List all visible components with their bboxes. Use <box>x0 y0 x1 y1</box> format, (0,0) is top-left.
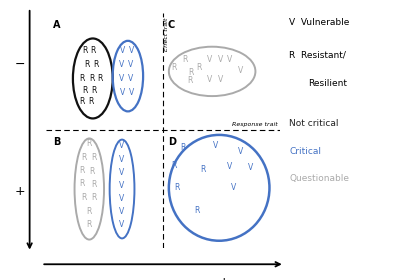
Text: R: R <box>80 179 85 188</box>
Text: R: R <box>84 60 90 69</box>
Text: V: V <box>128 74 133 83</box>
Text: R: R <box>82 46 87 55</box>
Text: D: D <box>168 137 176 147</box>
Text: V: V <box>213 141 218 150</box>
Text: Functional diversity based on effect traits: Functional diversity based on effect tra… <box>0 43 1 218</box>
Text: R: R <box>174 183 180 192</box>
Text: R: R <box>88 97 93 106</box>
Text: V: V <box>129 46 134 55</box>
Text: R: R <box>200 165 206 174</box>
Text: V: V <box>248 163 253 172</box>
Text: −: − <box>97 276 108 280</box>
Text: V: V <box>120 46 125 55</box>
Text: V: V <box>227 162 232 171</box>
Text: R: R <box>82 86 87 95</box>
Text: V: V <box>227 55 232 64</box>
Text: V: V <box>119 74 124 83</box>
Text: V: V <box>238 66 243 75</box>
Text: Effect trait: Effect trait <box>164 17 169 51</box>
Text: V: V <box>119 60 124 69</box>
Text: R: R <box>180 143 186 152</box>
Text: V  Vulnerable: V Vulnerable <box>290 18 350 27</box>
Text: R: R <box>90 46 96 55</box>
Text: B: B <box>53 137 60 147</box>
Text: R  Resistant/: R Resistant/ <box>290 51 346 60</box>
Text: R: R <box>91 193 97 202</box>
Text: R: R <box>194 206 200 215</box>
Text: V: V <box>120 168 125 177</box>
Text: V: V <box>120 141 125 150</box>
Text: R: R <box>81 153 86 162</box>
Text: A: A <box>53 20 60 30</box>
Text: R: R <box>87 220 92 229</box>
Text: V: V <box>230 183 236 192</box>
Text: R: R <box>80 97 85 106</box>
Text: V: V <box>120 220 125 229</box>
Text: R: R <box>91 153 97 162</box>
Text: R: R <box>87 139 92 148</box>
Text: Response trait: Response trait <box>232 122 278 127</box>
Text: R: R <box>87 207 92 216</box>
Text: R: R <box>182 55 188 64</box>
Text: +: + <box>218 276 229 280</box>
Text: R: R <box>171 161 176 170</box>
Text: R: R <box>187 76 192 85</box>
Text: R: R <box>80 74 85 83</box>
Text: R: R <box>91 180 97 189</box>
Text: R: R <box>89 167 94 176</box>
Text: R: R <box>196 63 202 72</box>
Text: V: V <box>120 207 125 216</box>
Text: V: V <box>218 75 223 84</box>
Text: R: R <box>94 60 99 69</box>
Text: R: R <box>81 193 86 202</box>
Text: R: R <box>171 63 176 72</box>
Text: V: V <box>120 88 125 97</box>
Text: V: V <box>207 75 212 84</box>
Text: R: R <box>188 68 194 77</box>
Text: V: V <box>120 194 125 203</box>
Text: R: R <box>97 74 102 83</box>
Text: V: V <box>207 55 212 64</box>
Text: R: R <box>89 74 94 83</box>
Text: V: V <box>120 155 125 164</box>
Text: R: R <box>80 166 85 175</box>
Text: V: V <box>238 147 243 156</box>
Text: Resilient: Resilient <box>308 79 347 88</box>
Text: V: V <box>120 181 125 190</box>
Text: Critical: Critical <box>290 147 322 156</box>
Text: +: + <box>15 185 26 198</box>
Text: Questionable: Questionable <box>290 174 350 183</box>
Text: −: − <box>15 58 26 71</box>
Text: V: V <box>128 60 133 69</box>
Text: V: V <box>218 55 223 64</box>
Text: C: C <box>168 20 175 30</box>
Text: V: V <box>129 88 134 97</box>
Text: Not critical: Not critical <box>290 119 339 128</box>
Text: R: R <box>91 86 97 95</box>
